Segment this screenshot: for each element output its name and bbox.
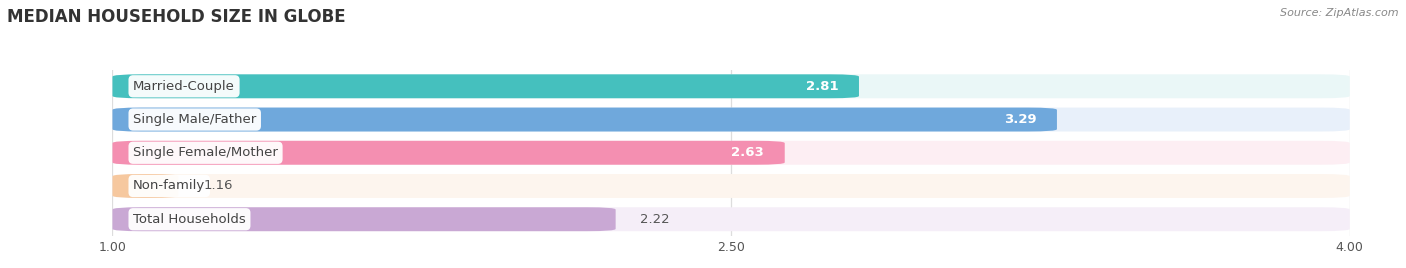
FancyBboxPatch shape <box>112 107 1350 132</box>
Text: Married-Couple: Married-Couple <box>134 80 235 93</box>
FancyBboxPatch shape <box>112 174 1350 198</box>
FancyBboxPatch shape <box>112 207 1350 231</box>
FancyBboxPatch shape <box>112 74 859 98</box>
FancyBboxPatch shape <box>112 141 785 165</box>
FancyBboxPatch shape <box>112 207 616 231</box>
Text: 2.22: 2.22 <box>640 213 671 226</box>
Text: Non-family: Non-family <box>134 180 205 192</box>
FancyBboxPatch shape <box>112 174 179 198</box>
Text: 2.81: 2.81 <box>806 80 838 93</box>
FancyBboxPatch shape <box>112 141 1350 165</box>
Text: Source: ZipAtlas.com: Source: ZipAtlas.com <box>1281 8 1399 18</box>
Text: 2.63: 2.63 <box>731 146 763 159</box>
Text: Total Households: Total Households <box>134 213 246 226</box>
Text: 3.29: 3.29 <box>1004 113 1036 126</box>
Text: MEDIAN HOUSEHOLD SIZE IN GLOBE: MEDIAN HOUSEHOLD SIZE IN GLOBE <box>7 8 346 26</box>
FancyBboxPatch shape <box>112 74 1350 98</box>
Text: Single Male/Father: Single Male/Father <box>134 113 256 126</box>
Text: 1.16: 1.16 <box>204 180 233 192</box>
Text: Single Female/Mother: Single Female/Mother <box>134 146 278 159</box>
FancyBboxPatch shape <box>112 107 1057 132</box>
